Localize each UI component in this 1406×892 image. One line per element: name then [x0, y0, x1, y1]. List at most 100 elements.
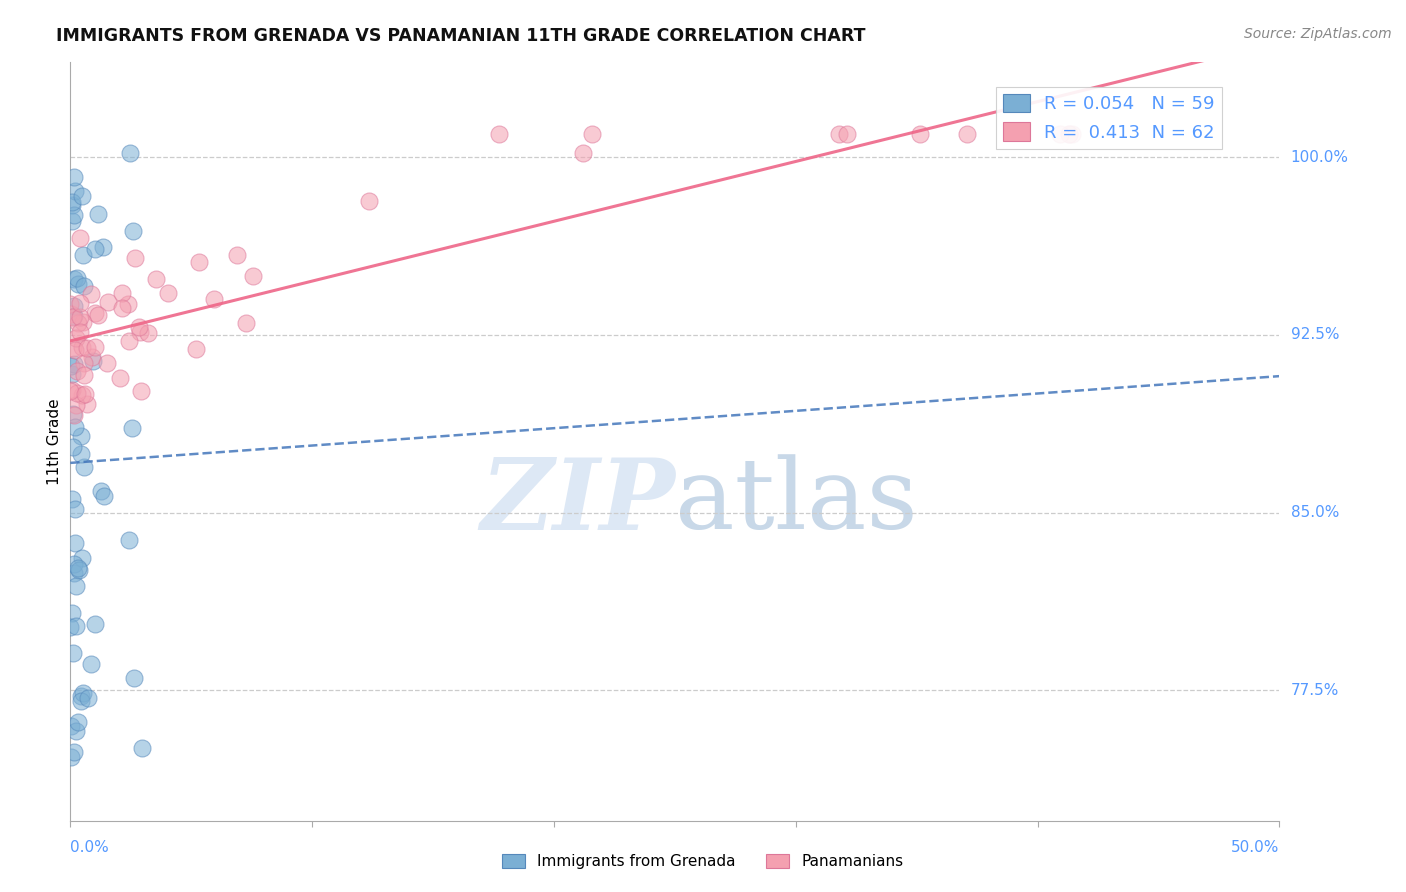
Point: [59, 749, 82, 764]
Point: [70, 428, 93, 442]
Point: [235, 316, 257, 330]
Point: [65, 723, 87, 738]
Point: [90, 483, 112, 498]
Point: [93, 239, 115, 253]
Point: [122, 671, 145, 685]
Point: [67, 560, 90, 574]
Point: [84, 243, 107, 257]
Point: [66, 271, 89, 285]
Point: [72, 686, 94, 700]
Point: [73, 460, 96, 475]
Point: [1049, 127, 1071, 141]
Text: atlas: atlas: [675, 454, 918, 550]
Point: [69, 694, 91, 708]
Point: [828, 127, 851, 141]
Point: [110, 301, 132, 315]
Point: [118, 334, 141, 348]
Point: [204, 292, 226, 306]
Point: [62, 358, 84, 372]
Point: [131, 740, 153, 755]
Point: [488, 127, 510, 141]
Point: [70, 340, 93, 354]
Point: [69, 447, 91, 461]
Point: [65, 579, 87, 593]
Point: [60, 359, 83, 373]
Point: [93, 489, 115, 503]
Point: [118, 145, 141, 160]
Point: [63, 309, 86, 323]
Point: [62, 341, 84, 355]
Point: [129, 325, 152, 339]
Point: [129, 384, 152, 398]
Point: [62, 407, 84, 421]
Point: [83, 617, 105, 632]
Text: IMMIGRANTS FROM GRENADA VS PANAMANIAN 11TH GRADE CORRELATION CHART: IMMIGRANTS FROM GRENADA VS PANAMANIAN 11…: [56, 27, 866, 45]
Point: [65, 331, 87, 345]
Point: [83, 340, 105, 354]
Point: [188, 254, 211, 268]
Text: 92.5%: 92.5%: [1291, 327, 1339, 343]
Legend: Immigrants from Grenada, Panamanians: Immigrants from Grenada, Panamanians: [496, 848, 910, 875]
Point: [60, 367, 83, 381]
Point: [83, 306, 105, 320]
Text: 100.0%: 100.0%: [1291, 150, 1348, 165]
Point: [65, 419, 87, 434]
Text: 77.5%: 77.5%: [1291, 682, 1339, 698]
Point: [118, 533, 141, 548]
Point: [122, 224, 145, 238]
Point: [145, 272, 167, 286]
Point: [111, 286, 134, 301]
Point: [117, 297, 139, 311]
Point: [65, 618, 87, 632]
Point: [136, 326, 159, 340]
Point: [62, 299, 84, 313]
Point: [59, 620, 82, 634]
Point: [59, 307, 82, 321]
Point: [76, 397, 98, 411]
Point: [124, 251, 146, 265]
Point: [66, 385, 89, 400]
Point: [80, 350, 103, 364]
Point: [79, 287, 101, 301]
Point: [63, 745, 86, 759]
Point: [65, 398, 87, 412]
Point: [87, 207, 110, 221]
Point: [835, 127, 858, 141]
Point: [62, 646, 84, 660]
Point: [76, 341, 98, 355]
Point: [70, 689, 93, 703]
Point: [572, 145, 595, 160]
Point: [63, 557, 86, 571]
Point: [60, 492, 83, 507]
Text: Source: ZipAtlas.com: Source: ZipAtlas.com: [1244, 27, 1392, 41]
Point: [72, 248, 94, 262]
Point: [63, 170, 86, 185]
Text: ZIP: ZIP: [479, 454, 675, 550]
Point: [69, 325, 91, 339]
Point: [96, 356, 118, 370]
Point: [226, 248, 249, 262]
Point: [60, 194, 83, 209]
Point: [73, 368, 96, 382]
Point: [242, 268, 264, 283]
Point: [63, 502, 86, 516]
Point: [60, 198, 83, 212]
Point: [65, 343, 87, 358]
Point: [63, 409, 86, 423]
Point: [70, 551, 93, 566]
Point: [63, 535, 86, 549]
Point: [60, 213, 83, 227]
Point: [157, 285, 180, 300]
Point: [69, 310, 91, 325]
Point: [97, 294, 120, 309]
Point: [1057, 127, 1080, 141]
Point: [73, 356, 96, 370]
Point: [184, 343, 207, 357]
Point: [59, 384, 82, 399]
Point: [1060, 127, 1083, 141]
Text: 85.0%: 85.0%: [1291, 505, 1339, 520]
Text: 50.0%: 50.0%: [1232, 839, 1279, 855]
Point: [72, 189, 94, 203]
Point: [72, 387, 94, 401]
Point: [73, 279, 96, 293]
